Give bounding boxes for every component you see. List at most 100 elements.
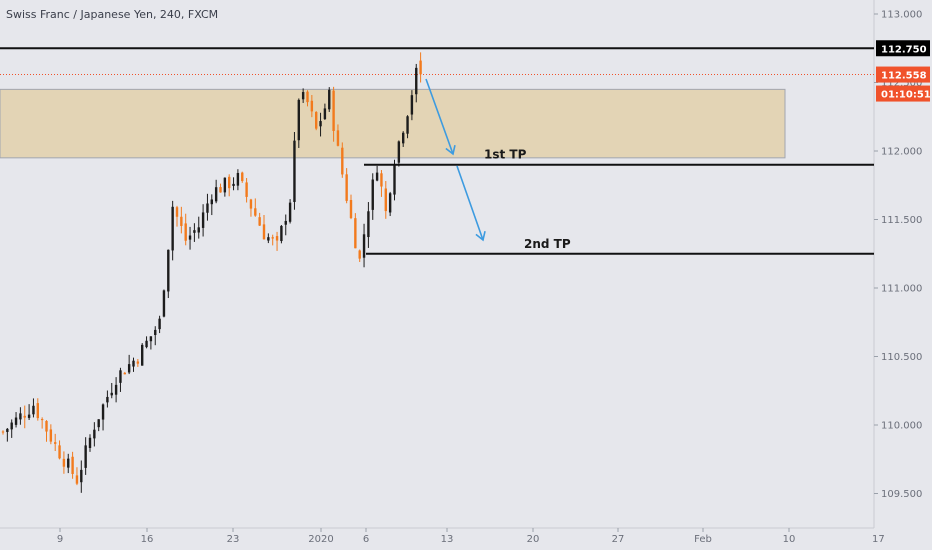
candle <box>245 178 248 203</box>
price-axis: 113.000 112.500 112.000 111.500 111.000 110.5… <box>874 10 922 500</box>
candle-body <box>384 188 387 212</box>
candle-body <box>97 419 100 428</box>
price-tick-label: 113.000 <box>881 10 922 21</box>
candle <box>97 419 100 432</box>
candle-body <box>162 290 166 317</box>
candle-body <box>71 456 74 474</box>
candle <box>249 198 253 217</box>
candle <box>262 215 266 240</box>
candle <box>375 165 379 182</box>
arrow-shaft <box>425 78 454 155</box>
time-tick-label: 13 <box>441 534 454 545</box>
candle <box>254 198 257 217</box>
candle <box>223 177 227 197</box>
candle <box>354 213 357 249</box>
candle <box>58 440 61 460</box>
candle-body <box>349 200 353 219</box>
candle <box>36 398 39 421</box>
candle <box>236 169 240 191</box>
candle <box>219 183 222 193</box>
time-tick-label: 16 <box>141 534 154 545</box>
candle-body <box>319 121 322 127</box>
candle <box>419 52 422 83</box>
candle-body <box>193 230 196 233</box>
candle <box>71 451 74 479</box>
candle-body <box>249 199 253 209</box>
candle-body <box>284 220 287 225</box>
candle-body <box>75 475 79 484</box>
arrow-to-1st-tp <box>425 78 456 156</box>
candle-body <box>388 193 392 213</box>
candle <box>88 434 92 452</box>
candle <box>40 417 44 429</box>
candle-body <box>219 187 222 193</box>
candle <box>341 142 344 178</box>
candle <box>106 390 109 408</box>
candle <box>349 194 353 220</box>
candle-body <box>362 234 366 258</box>
candle <box>328 87 331 112</box>
candle-body <box>306 91 309 103</box>
projection-arrows <box>425 78 486 242</box>
candle-body <box>206 203 209 213</box>
candle-body <box>27 414 31 418</box>
time-tick-label: 20 <box>527 534 540 545</box>
candle <box>358 249 361 262</box>
candle-body <box>241 172 244 182</box>
supply-zone <box>0 88 786 159</box>
candle-body <box>101 404 105 420</box>
candle-body <box>10 422 13 430</box>
candle-body <box>62 458 66 467</box>
time-tick-label: 10 <box>783 534 796 545</box>
candle-body <box>132 360 135 367</box>
resistance-price-badge: 112.750 <box>876 40 930 57</box>
arrow-to-2nd-tp <box>456 165 486 242</box>
candle-body <box>310 100 314 112</box>
candle-body <box>141 344 144 366</box>
candle <box>19 407 22 425</box>
candle-body <box>58 445 61 459</box>
time-tick-label: 27 <box>612 534 625 545</box>
candle <box>6 428 9 442</box>
candle-body <box>14 417 18 425</box>
candle <box>210 194 213 216</box>
candle-body <box>19 413 22 420</box>
candle-body <box>271 237 274 239</box>
candle-body <box>228 176 231 189</box>
candle-body <box>280 225 283 242</box>
candle-body <box>341 147 344 175</box>
candle <box>241 171 244 183</box>
candle-body <box>110 392 113 396</box>
candle <box>49 424 53 445</box>
price-tick-label: 110.500 <box>881 352 922 363</box>
candle-body <box>393 165 396 195</box>
candle <box>267 233 270 244</box>
candle-body <box>402 132 405 144</box>
candle-body <box>419 60 422 75</box>
candle <box>297 98 300 148</box>
candle <box>415 63 418 103</box>
candle-body <box>375 172 379 181</box>
candle-body <box>328 89 331 110</box>
candle <box>114 377 118 403</box>
candle <box>54 433 57 452</box>
time-axis: 9 16 23 2020 6 13 20 27 Feb 10 17 <box>57 528 885 545</box>
candle <box>162 289 166 318</box>
candle <box>336 124 340 147</box>
candle <box>384 181 387 219</box>
candle <box>149 336 153 350</box>
candle-body <box>397 141 401 163</box>
candle-body <box>197 227 200 233</box>
candle <box>180 206 183 234</box>
price-tick-label: 111.000 <box>881 284 922 295</box>
candle-body <box>188 235 192 240</box>
candle <box>288 199 292 224</box>
candle <box>80 460 83 493</box>
candle <box>14 412 18 428</box>
candle <box>67 453 70 474</box>
price-tick-label: 109.500 <box>881 489 922 500</box>
candle-body <box>345 174 348 201</box>
bar-countdown-badge-bg <box>876 85 930 102</box>
